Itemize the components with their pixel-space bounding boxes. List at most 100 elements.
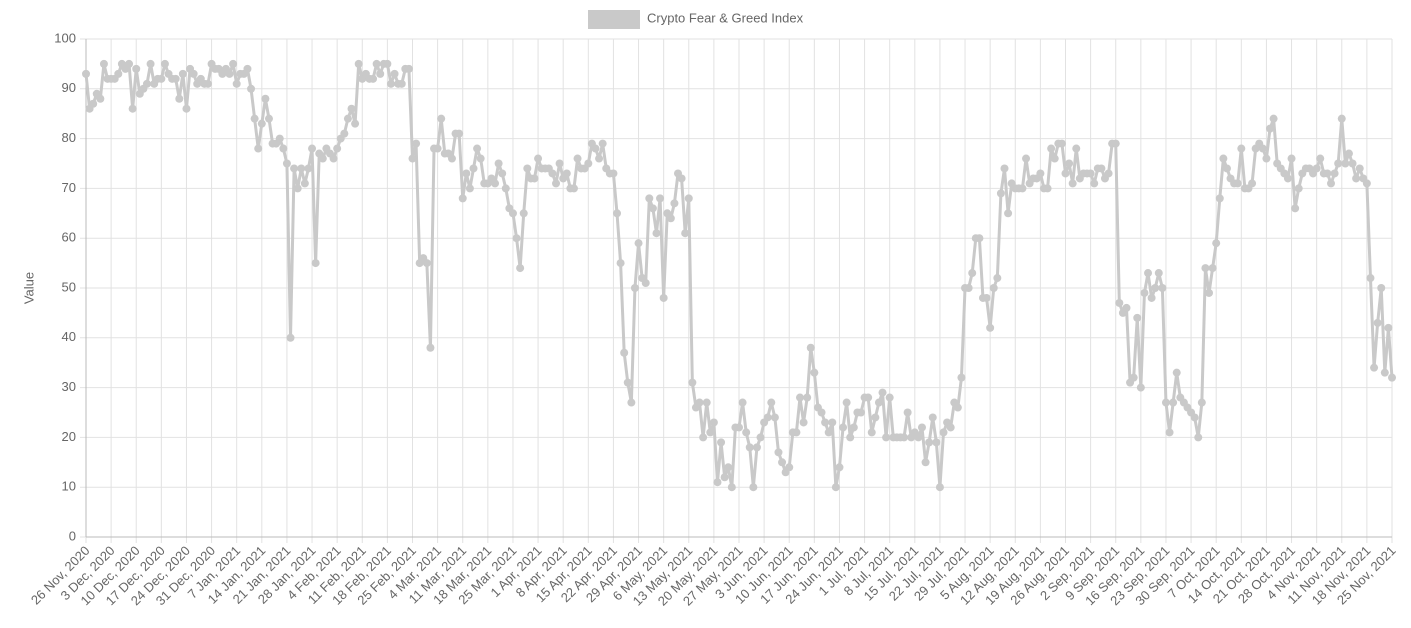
point xyxy=(562,169,571,178)
point xyxy=(1258,144,1267,153)
point xyxy=(132,64,141,73)
point xyxy=(792,428,801,437)
point xyxy=(340,129,349,138)
point xyxy=(1197,398,1206,407)
point xyxy=(519,209,528,218)
point xyxy=(648,204,657,213)
point xyxy=(1190,413,1199,422)
point xyxy=(982,293,991,302)
point xyxy=(297,164,306,173)
point xyxy=(803,393,812,402)
point xyxy=(917,423,926,432)
point xyxy=(465,184,474,193)
point xyxy=(458,194,467,203)
point xyxy=(1294,184,1303,193)
point xyxy=(300,179,309,188)
point xyxy=(795,393,804,402)
point xyxy=(688,378,697,387)
point xyxy=(1291,204,1300,213)
point xyxy=(494,159,503,168)
point xyxy=(810,368,819,377)
y-tick-label: 60 xyxy=(62,230,76,245)
point xyxy=(878,388,887,397)
point xyxy=(1090,179,1099,188)
point xyxy=(1316,154,1325,163)
point xyxy=(871,413,880,422)
point xyxy=(157,74,166,83)
point xyxy=(724,463,733,472)
point xyxy=(720,473,729,482)
point xyxy=(232,79,241,88)
point xyxy=(799,418,808,427)
point xyxy=(286,333,295,342)
point xyxy=(1161,398,1170,407)
point xyxy=(595,154,604,163)
point xyxy=(742,428,751,437)
point xyxy=(817,408,826,417)
point xyxy=(695,398,704,407)
point xyxy=(613,209,622,218)
point xyxy=(1377,284,1386,292)
point xyxy=(864,393,873,402)
point xyxy=(925,438,934,447)
point xyxy=(182,104,191,113)
point xyxy=(175,94,184,103)
point xyxy=(914,433,923,442)
point xyxy=(1036,169,1045,178)
point xyxy=(1043,184,1052,193)
point xyxy=(1086,169,1095,178)
point xyxy=(1266,124,1275,133)
point xyxy=(702,398,711,407)
point xyxy=(932,438,941,447)
point xyxy=(986,323,995,332)
point xyxy=(921,458,930,467)
point xyxy=(616,259,625,268)
point xyxy=(264,114,273,123)
point xyxy=(1233,179,1242,188)
point xyxy=(609,169,618,178)
point xyxy=(1133,313,1142,322)
point xyxy=(254,144,263,153)
point xyxy=(645,194,654,203)
point xyxy=(752,443,761,452)
point xyxy=(501,184,510,193)
point xyxy=(412,139,421,148)
point xyxy=(552,179,561,188)
point xyxy=(128,104,137,113)
point xyxy=(778,458,787,467)
point xyxy=(1262,154,1271,163)
point xyxy=(508,209,517,218)
point xyxy=(1208,264,1217,273)
point xyxy=(756,433,765,442)
point xyxy=(469,164,478,173)
point xyxy=(293,184,302,193)
point xyxy=(699,433,708,442)
point xyxy=(1341,159,1350,168)
point xyxy=(656,194,665,203)
point xyxy=(623,378,632,387)
point xyxy=(824,428,833,437)
point xyxy=(142,79,151,88)
point xyxy=(404,64,413,73)
point xyxy=(1061,169,1070,178)
point xyxy=(591,144,600,153)
point xyxy=(333,144,342,153)
point xyxy=(749,483,758,492)
point xyxy=(530,174,539,183)
point xyxy=(308,144,317,153)
point xyxy=(473,144,482,153)
point xyxy=(767,398,776,407)
point xyxy=(422,259,431,268)
point xyxy=(882,433,891,442)
point xyxy=(189,69,198,78)
y-tick-label: 80 xyxy=(62,130,76,145)
point xyxy=(1111,139,1120,148)
point xyxy=(846,433,855,442)
point xyxy=(1212,239,1221,248)
point xyxy=(598,139,607,148)
point xyxy=(738,398,747,407)
point xyxy=(1380,368,1389,377)
point xyxy=(1068,179,1077,188)
point xyxy=(329,154,338,163)
point xyxy=(160,59,169,68)
